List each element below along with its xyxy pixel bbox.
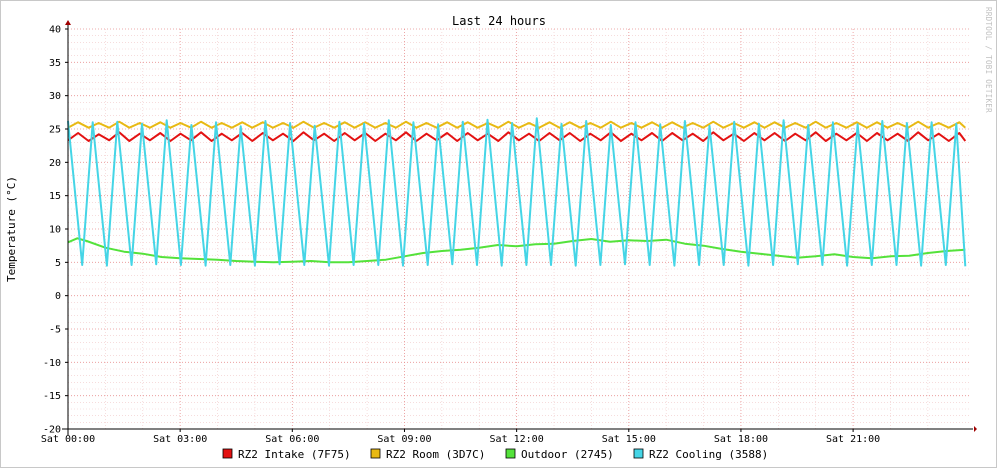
y-axis-arrow xyxy=(65,20,71,25)
grid-minor xyxy=(68,29,969,429)
x-tick-label: Sat 12:00 xyxy=(490,434,544,445)
y-tick-label: 5 xyxy=(55,258,61,269)
x-axis-arrow xyxy=(974,426,977,432)
x-tick-label: Sat 18:00 xyxy=(714,434,768,445)
watermark-text: RRDTOOL / TOBI OETIKER xyxy=(984,7,993,113)
x-tick-label: Sat 06:00 xyxy=(265,434,319,445)
series-line-2 xyxy=(67,120,966,129)
y-axis-label: Temperature (°C) xyxy=(5,176,18,282)
y-tick-label: 15 xyxy=(49,191,61,202)
legend-swatch xyxy=(505,448,516,459)
y-tick-label: -5 xyxy=(49,325,61,336)
legend-item: RZ2 Intake (7F75) xyxy=(222,448,351,461)
x-tick-label: Sat 00:00 xyxy=(41,434,95,445)
series-layer xyxy=(67,117,967,267)
y-tick-label: -20 xyxy=(43,425,61,436)
y-tick-label: 0 xyxy=(55,291,61,302)
series-line-3 xyxy=(67,237,966,264)
x-tick-label: Sat 21:00 xyxy=(826,434,880,445)
legend-label: RZ2 Intake (7F75) xyxy=(238,448,351,461)
y-tick-label: 30 xyxy=(49,91,61,102)
x-tick-label: Sat 15:00 xyxy=(602,434,656,445)
legend-label: RZ2 Cooling (3588) xyxy=(649,448,768,461)
legend-label: Outdoor (2745) xyxy=(521,448,614,461)
legend-item: RZ2 Room (3D7C) xyxy=(370,448,485,461)
legend-swatch xyxy=(222,448,233,459)
y-tick-label: 35 xyxy=(49,58,61,69)
x-tick-labels: Sat 00:00 Sat 03:00 Sat 06:00 Sat 09:00 Sat … xyxy=(41,429,880,445)
legend: RZ2 Intake (7F75) RZ2 Room (3D7C) Outdoor … xyxy=(222,448,768,461)
y-tick-label: -15 xyxy=(43,391,61,402)
legend-swatch xyxy=(633,448,644,459)
chart-title: Last 24 hours xyxy=(452,14,546,28)
x-tick-label: Sat 09:00 xyxy=(377,434,431,445)
y-tick-label: 25 xyxy=(49,125,61,136)
y-tick-label: 20 xyxy=(49,158,61,169)
legend-swatch xyxy=(370,448,381,459)
legend-item: RZ2 Cooling (3588) xyxy=(633,448,768,461)
y-tick-label: -10 xyxy=(43,358,61,369)
y-tick-label: 40 xyxy=(49,25,61,36)
y-tick-labels: -20 -15 -10 -5 0 5 10 15 20 25 30 35 40 xyxy=(43,25,68,436)
legend-label: RZ2 Room (3D7C) xyxy=(386,448,485,461)
y-tick-label: 10 xyxy=(49,225,61,236)
grid-major xyxy=(68,28,969,429)
legend-item: Outdoor (2745) xyxy=(505,448,614,461)
x-tick-label: Sat 03:00 xyxy=(153,434,207,445)
series-line-4 xyxy=(67,117,967,267)
